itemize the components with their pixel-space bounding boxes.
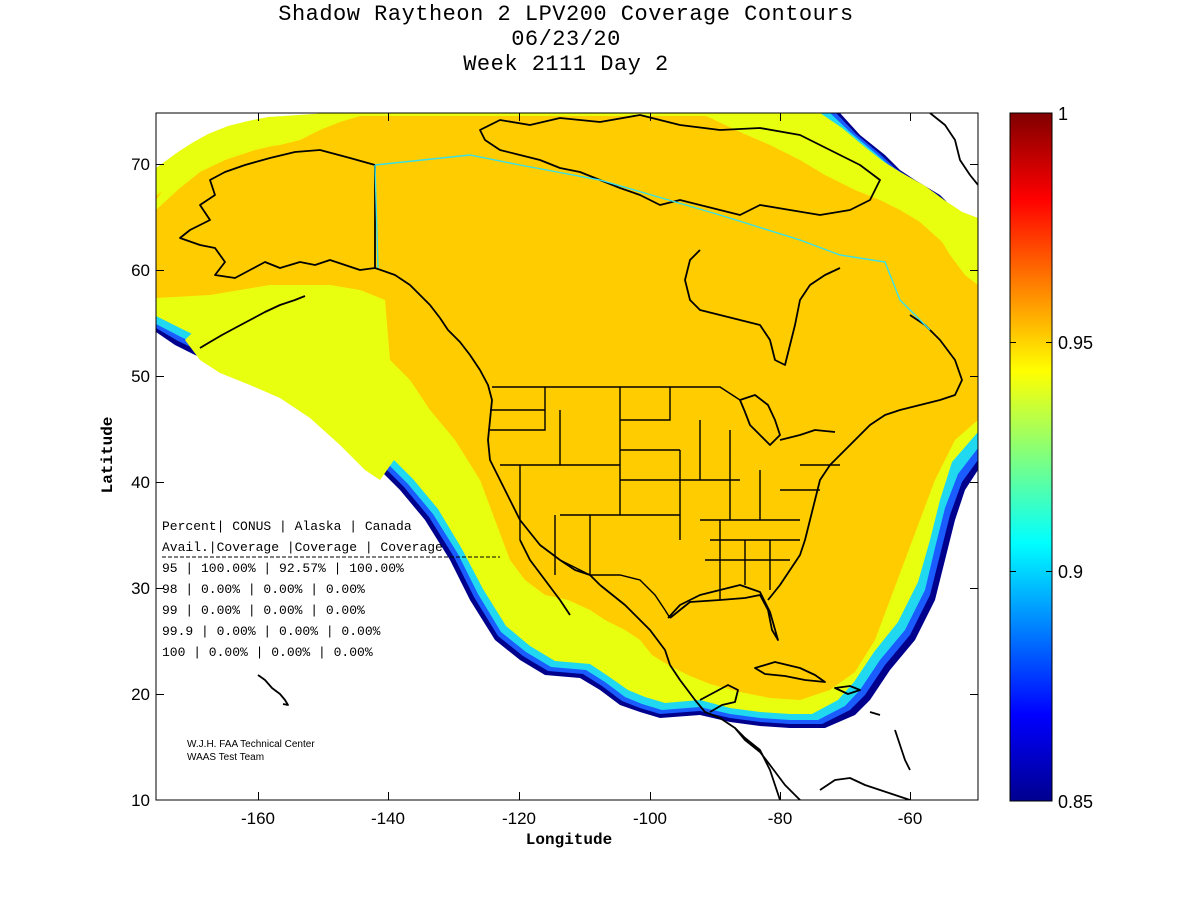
- baja-california: [519, 539, 571, 616]
- y-tick-label: 70: [131, 155, 150, 174]
- atlantic-coastline: [767, 314, 963, 601]
- cuba: [754, 661, 826, 683]
- arctic-islands: [479, 114, 881, 216]
- political-borders: [374, 154, 931, 619]
- coverage-95-northeast-patch: [700, 113, 978, 280]
- caribbean-islands: [869, 711, 911, 771]
- credit-line-1: W.J.H. FAA Technical Center: [187, 739, 315, 750]
- table-row: 99.9 | 0.00% | 0.00% | 0.00%: [162, 624, 381, 639]
- coverage-table: Percent| CONUS | Alaska | Canada Avail.|…: [162, 519, 500, 660]
- x-tick-label: -160: [241, 809, 275, 828]
- y-tick-label: 10: [131, 791, 150, 810]
- chart-title-week: Week 2111 Day 2: [463, 52, 669, 77]
- colorbar-tick-label: 0.85: [1058, 792, 1093, 812]
- coastlines: [179, 113, 978, 800]
- us-canada-border: [492, 386, 741, 401]
- great-lakes: [739, 394, 836, 446]
- table-row: 100 | 0.00% | 0.00% | 0.00%: [162, 645, 373, 660]
- hispaniola: [834, 685, 861, 695]
- x-tick-label: -80: [768, 809, 793, 828]
- greenland: [929, 113, 978, 186]
- colorbar-tick-label: 0.9: [1058, 562, 1083, 582]
- x-tick-labels: -160 -140 -120 -100 -80 -60: [241, 809, 922, 828]
- coverage-95-northwest-band: [156, 113, 370, 210]
- central-america: [734, 727, 801, 800]
- us-state-lines: [490, 387, 840, 600]
- x-tick-label: -120: [502, 809, 536, 828]
- table-row: 99 | 0.00% | 0.00% | 0.00%: [162, 603, 365, 618]
- colorbar: [1009, 112, 1053, 802]
- x-tick-label: -100: [633, 809, 667, 828]
- x-tick-label: -60: [898, 809, 923, 828]
- x-tick-label: -140: [371, 809, 405, 828]
- table-header-row-2: Avail.|Coverage |Coverage | Coverage: [162, 540, 443, 555]
- y-tick-label: 30: [131, 579, 150, 598]
- credit-line-2: WAAS Test Team: [187, 752, 264, 763]
- colorbar-ticks: [1010, 342, 1052, 572]
- hawaii: [257, 674, 289, 706]
- y-tick-label: 40: [131, 473, 150, 492]
- gulf-coast: [667, 584, 779, 641]
- chart-title-line-1: Shadow Raytheon 2 LPV200 Coverage Contou…: [278, 2, 854, 27]
- chart-title-date: 06/23/20: [511, 27, 621, 52]
- axis-tick-marks: [156, 113, 978, 800]
- y-axis-label: Latitude: [99, 417, 117, 494]
- colorbar-tick-label: 0.95: [1058, 333, 1093, 353]
- y-tick-labels: 10 20 30 40 50 60 70: [131, 155, 150, 810]
- y-tick-label: 50: [131, 367, 150, 386]
- coverage-95-pacific-patch: [185, 296, 394, 480]
- y-tick-label: 60: [131, 261, 150, 280]
- y-tick-label: 20: [131, 685, 150, 704]
- south-america: [819, 777, 911, 800]
- pacific-coastline: [374, 267, 601, 586]
- hudson-bay: [684, 249, 841, 366]
- x-axis-label: Longitude: [526, 831, 612, 849]
- table-row: 98 | 0.00% | 0.00% | 0.00%: [162, 582, 365, 597]
- mexico-coastline: [599, 584, 781, 800]
- alaska-coastline: [179, 149, 376, 279]
- aleutian-islands: [199, 295, 306, 349]
- colorbar-tick-labels: 1 0.95 0.9 0.85: [1058, 104, 1093, 812]
- coverage-contours: [156, 113, 978, 728]
- coverage-main-region: [156, 116, 978, 700]
- colorbar-tick-label: 1: [1058, 104, 1068, 124]
- table-row: 95 | 100.00% | 92.57% | 100.00%: [162, 561, 404, 576]
- table-header-row-1: Percent| CONUS | Alaska | Canada: [162, 519, 412, 534]
- canada-province-lines: [374, 154, 931, 331]
- plot-frame: [155, 112, 979, 801]
- yucatan: [699, 684, 739, 713]
